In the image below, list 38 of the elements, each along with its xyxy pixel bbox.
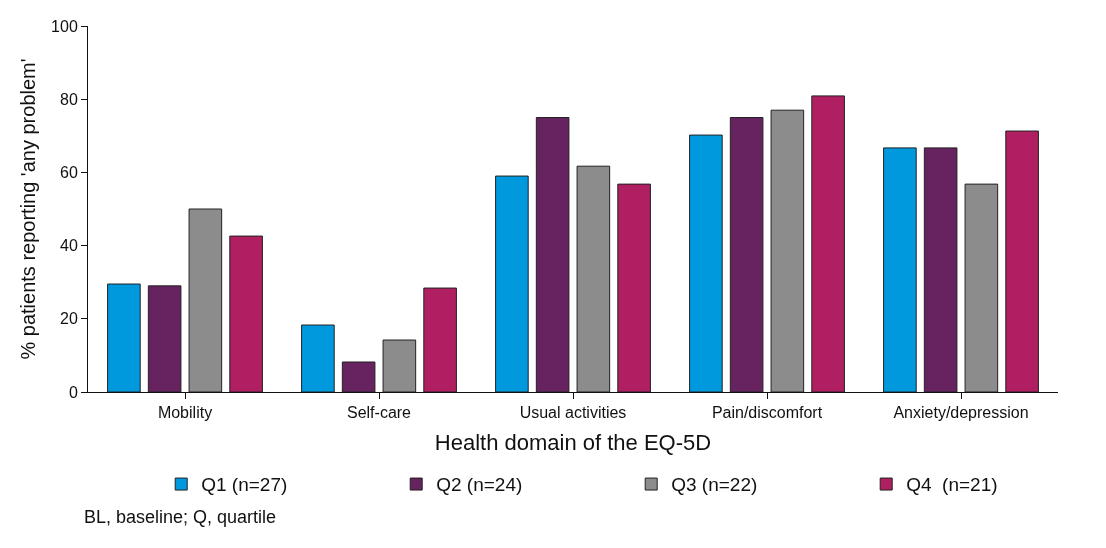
bar	[923, 147, 958, 392]
x-tick-label: Pain/discomfort	[711, 404, 823, 422]
bar	[1005, 130, 1039, 392]
bar	[617, 183, 651, 392]
x-tick-label: Anxiety/depression	[893, 404, 1029, 422]
bar	[147, 285, 182, 392]
bar	[729, 117, 764, 392]
legend-label: Q2 (n=24)	[436, 474, 523, 496]
legend-label: Q1 (n=27)	[201, 474, 288, 496]
y-tick-label: 40	[60, 237, 78, 255]
bar	[576, 165, 611, 392]
bar	[495, 175, 529, 392]
bar	[188, 208, 223, 392]
x-axis-title: Health domain of the EQ-5D	[434, 430, 712, 456]
bar	[770, 109, 805, 392]
bar	[811, 95, 845, 392]
x-tick-label: Self-care	[346, 404, 412, 422]
y-tick-label: 100	[51, 17, 78, 35]
x-tick-label: Mobility	[157, 404, 213, 422]
y-tick-label: 0	[68, 383, 78, 401]
bar	[341, 361, 376, 392]
bar	[689, 134, 723, 392]
y-tick-label: 80	[60, 90, 78, 108]
y-tick-label: 60	[60, 164, 78, 181]
bar	[229, 235, 263, 392]
y-axis-title: % patients reporting 'any problem'	[16, 58, 39, 360]
bar	[535, 117, 570, 392]
y-tick-label: 20	[60, 310, 78, 328]
bar	[301, 324, 335, 392]
bar	[964, 183, 999, 392]
text: BL, baseline; Q, quartile	[84, 507, 277, 527]
bar	[883, 147, 917, 392]
legend-label: Q4 (n=21)	[906, 474, 998, 496]
bar	[423, 287, 457, 392]
bar	[107, 283, 141, 392]
bar	[382, 339, 417, 392]
legend-label: Q3 (n=22)	[671, 474, 758, 496]
x-tick-label: Usual activities	[519, 404, 627, 422]
